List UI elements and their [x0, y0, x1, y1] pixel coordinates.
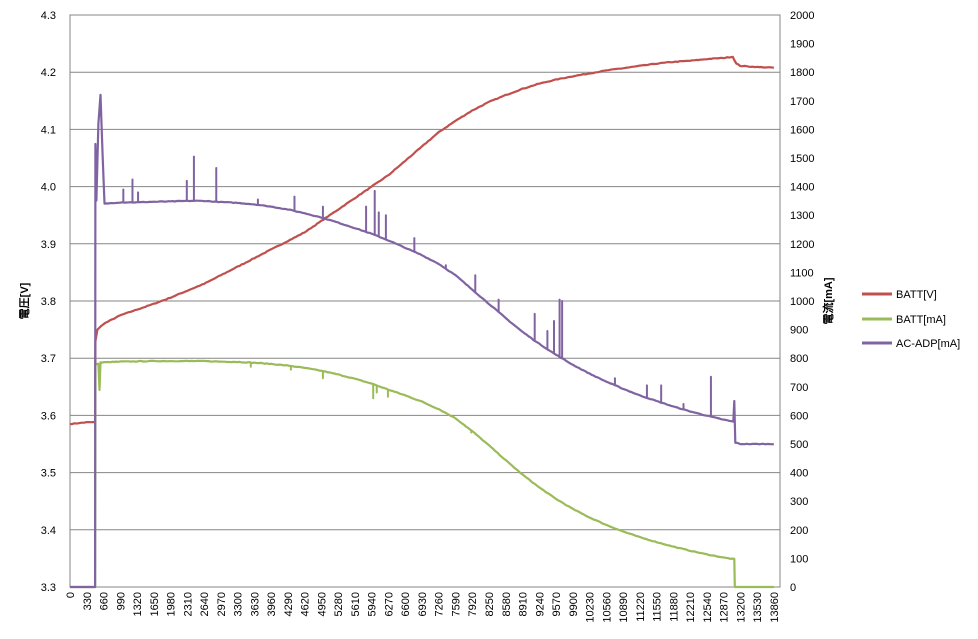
right-tick-label: 1000 — [790, 296, 814, 308]
x-tick-label: 6930 — [417, 592, 429, 616]
x-tick-label: 13860 — [769, 592, 781, 623]
series-line-1 — [70, 359, 774, 589]
x-tick-label: 4620 — [300, 592, 312, 616]
legend-label: BATT[V] — [896, 289, 937, 301]
right-tick-label: 1600 — [790, 124, 814, 136]
x-tick-label: 5280 — [333, 592, 345, 616]
x-tick-label: 12210 — [685, 592, 697, 623]
left-axis-title: 電圧[V] — [18, 282, 31, 319]
x-tick-label: 4950 — [316, 592, 328, 616]
x-tick-label: 6600 — [400, 592, 412, 616]
x-tick-label: 2640 — [199, 592, 211, 616]
x-tick-label: 7590 — [450, 592, 462, 616]
x-tick-label: 3960 — [266, 592, 278, 616]
x-tick-label: 2310 — [182, 592, 194, 616]
series-line-0 — [69, 55, 774, 426]
x-tick-label: 5610 — [350, 592, 362, 616]
right-tick-label: 1300 — [790, 210, 814, 222]
x-tick-label: 12870 — [719, 592, 731, 623]
x-tick-label: 1320 — [132, 592, 144, 616]
right-tick-label: 900 — [790, 325, 808, 337]
right-tick-label: 1200 — [790, 239, 814, 251]
x-tick-label: 4290 — [283, 592, 295, 616]
x-tick-label: 10230 — [585, 592, 597, 623]
x-tick-label: 11220 — [635, 592, 647, 622]
right-tick-label: 0 — [790, 582, 796, 594]
left-tick-label: 3.3 — [41, 582, 56, 594]
right-tick-label: 1400 — [790, 182, 814, 194]
left-tick-label: 4.3 — [41, 10, 56, 22]
right-tick-label: 600 — [790, 410, 808, 422]
left-tick-label: 3.9 — [41, 239, 56, 251]
legend-label: BATT[mA] — [896, 314, 946, 326]
x-tick-label: 2970 — [216, 592, 228, 616]
right-tick-label: 400 — [790, 468, 808, 480]
x-tick-label: 3630 — [249, 592, 261, 616]
right-tick-label: 1800 — [790, 67, 814, 79]
right-tick-label: 200 — [790, 525, 808, 537]
x-tick-label: 10560 — [601, 592, 613, 623]
left-tick-label: 3.8 — [41, 296, 56, 308]
x-axis-tick-labels: 0 330 660 990 1320 1650 1980 2310 2640 2970 3300 36… — [65, 592, 781, 623]
left-tick-label: 3.6 — [41, 410, 56, 422]
x-tick-label: 13530 — [752, 592, 764, 623]
x-tick-label: 7920 — [467, 592, 479, 616]
left-tick-label: 3.5 — [41, 468, 56, 480]
right-tick-label: 2000 — [790, 10, 814, 22]
x-tick-label: 9570 — [551, 592, 563, 616]
right-tick-label: 500 — [790, 439, 808, 451]
right-tick-label: 1900 — [790, 39, 814, 51]
x-tick-label: 11880 — [668, 592, 680, 622]
x-tick-label: 9240 — [534, 592, 546, 616]
x-tick-label: 8580 — [501, 592, 513, 616]
x-tick-label: 1650 — [149, 592, 161, 616]
x-tick-label: 13200 — [735, 592, 747, 623]
x-tick-label: 990 — [115, 592, 127, 610]
right-tick-label: 1100 — [790, 267, 814, 279]
series-line-2 — [70, 93, 774, 589]
x-tick-label: 9900 — [568, 592, 580, 616]
left-axis-tick-labels: 3.3 3.4 3.5 3.6 3.7 3.8 3.9 4.0 4.1 4.2 4.3 — [41, 10, 56, 594]
x-tick-label: 3300 — [233, 592, 245, 616]
x-tick-label: 10890 — [618, 592, 630, 623]
x-tick-label: 5940 — [367, 592, 379, 616]
left-tick-label: 3.4 — [41, 525, 56, 537]
gridlines — [70, 14, 780, 588]
legend: BATT[V] BATT[mA] AC-ADP[mA] — [862, 289, 960, 350]
plot-area-border — [69, 14, 781, 588]
x-tick-label: 0 — [65, 592, 77, 598]
right-axis-tick-labels: 0 100 200 300 400 500 600 700 800 900 1000 1100 1200… — [790, 10, 814, 594]
x-tick-label: 8250 — [484, 592, 496, 616]
x-tick-label: 660 — [99, 592, 111, 610]
x-tick-label: 6270 — [383, 592, 395, 616]
x-tick-label: 330 — [82, 592, 94, 610]
left-tick-label: 4.1 — [41, 124, 56, 136]
right-tick-label: 1500 — [790, 153, 814, 165]
x-tick-label: 11550 — [652, 592, 664, 622]
x-tick-label: 7260 — [434, 592, 446, 616]
left-tick-label: 4.0 — [41, 182, 56, 194]
right-tick-label: 100 — [790, 553, 808, 565]
right-tick-label: 300 — [790, 496, 808, 508]
right-tick-label: 700 — [790, 382, 808, 394]
left-tick-label: 3.7 — [41, 353, 56, 365]
left-tick-label: 4.2 — [41, 67, 56, 79]
right-tick-label: 1700 — [790, 96, 814, 108]
x-tick-label: 1980 — [166, 592, 178, 616]
right-tick-label: 800 — [790, 353, 808, 365]
x-tick-label: 12540 — [702, 592, 714, 623]
right-axis-title: 電流[mA] — [821, 277, 835, 324]
x-tick-label: 8910 — [518, 592, 530, 616]
series-lines — [69, 55, 774, 589]
legend-label: AC-ADP[mA] — [896, 338, 960, 350]
